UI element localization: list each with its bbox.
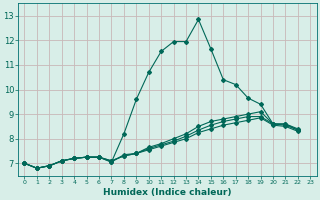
X-axis label: Humidex (Indice chaleur): Humidex (Indice chaleur) [103, 188, 232, 197]
